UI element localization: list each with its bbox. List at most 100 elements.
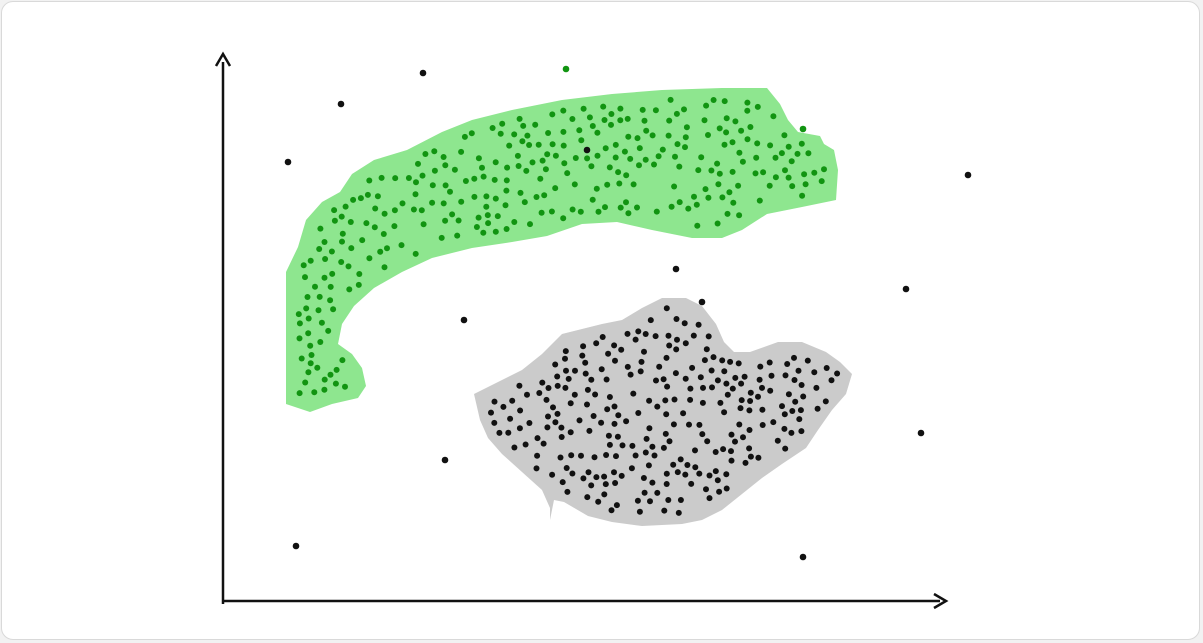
cluster-a-point	[736, 150, 742, 156]
cluster-a-point	[617, 106, 623, 112]
cluster-a-point	[602, 117, 608, 123]
cluster-b-point	[638, 368, 644, 374]
cluster-a-point	[441, 200, 447, 206]
cluster-a-point	[429, 200, 435, 206]
cluster-a-point	[339, 239, 345, 245]
cluster-a-point	[757, 198, 763, 204]
cluster-a-point	[442, 218, 448, 224]
cluster-a-point	[584, 155, 590, 161]
cluster-b-point	[654, 490, 660, 496]
cluster-b-point	[721, 368, 727, 374]
cluster-a-point	[297, 320, 303, 326]
cluster-b-point	[702, 357, 708, 363]
cluster-b-point	[585, 387, 591, 393]
cluster-a-point	[755, 104, 761, 110]
cluster-b-point	[568, 429, 574, 435]
cluster-a-point	[346, 286, 352, 292]
cluster-b-point	[605, 351, 611, 357]
cluster-a-point	[363, 220, 369, 226]
cluster-b-point	[746, 445, 752, 451]
cluster-a-point	[703, 186, 709, 192]
cluster-b-point	[592, 454, 598, 460]
cluster-a-point	[526, 142, 532, 148]
cluster-a-point	[338, 259, 344, 265]
cluster-b-point	[676, 510, 682, 516]
cluster-b-point	[674, 316, 680, 322]
cluster-a-point	[342, 384, 348, 390]
cluster-a-point	[400, 200, 406, 206]
cluster-b-point	[568, 400, 574, 406]
cluster-a-point	[328, 372, 334, 378]
cluster-a-point	[504, 226, 510, 232]
cluster-b-point	[593, 474, 599, 480]
cluster-a-point	[732, 118, 738, 124]
cluster-a-point	[443, 182, 449, 188]
cluster-a-point	[483, 204, 489, 210]
cluster-a-point	[570, 207, 576, 213]
cluster-a-point	[600, 104, 606, 110]
cluster-b-point	[604, 377, 610, 383]
cluster-b-point	[606, 433, 612, 439]
cluster-a-point	[325, 328, 331, 334]
cluster-b-point	[823, 398, 829, 404]
outlier-point	[699, 299, 706, 306]
cluster-b-point	[717, 400, 723, 406]
cluster-b-point	[572, 392, 578, 398]
cluster-b-point	[728, 448, 734, 454]
cluster-b-point	[696, 422, 702, 428]
cluster-b-point	[664, 481, 670, 487]
cluster-b-point	[729, 432, 735, 438]
cluster-b-point	[698, 374, 704, 380]
cluster-b-point	[663, 431, 669, 437]
cluster-b-point	[544, 424, 550, 430]
cluster-b-point	[673, 370, 679, 376]
cluster-b-point	[539, 380, 545, 386]
cluster-a-point	[627, 156, 633, 162]
cluster-b-point	[781, 426, 787, 432]
cluster-a-point	[317, 294, 323, 300]
cluster-b-point	[545, 414, 551, 420]
outlier-point	[285, 159, 292, 166]
cluster-b-point	[736, 422, 742, 428]
cluster-a-point	[651, 162, 657, 168]
cluster-b-point	[759, 407, 765, 413]
cluster-b-point	[635, 410, 641, 416]
cluster-a-point	[715, 181, 721, 187]
cluster-b-point	[612, 404, 618, 410]
cluster-b-point	[646, 398, 652, 404]
cluster-a-point	[676, 164, 682, 170]
cluster-b-point	[583, 371, 589, 377]
cluster-a-point	[334, 367, 340, 373]
cluster-a-point	[595, 153, 601, 159]
cluster-b-point	[646, 425, 652, 431]
cluster-b-point	[588, 482, 594, 488]
cluster-a-point	[819, 178, 825, 184]
cluster-a-point	[786, 144, 792, 150]
cluster-b-point	[641, 475, 647, 481]
cluster-a-point	[744, 100, 750, 106]
cluster-a-point	[399, 242, 405, 248]
cluster-a-point	[581, 106, 587, 112]
cluster-b-point	[755, 394, 761, 400]
cluster-a-point	[604, 182, 610, 188]
cluster-b-point	[719, 357, 725, 363]
cluster-b-point	[546, 385, 552, 391]
cluster-b-point	[653, 333, 659, 339]
cluster-b-point	[661, 376, 667, 382]
cluster-a-point	[781, 132, 787, 138]
cluster-b-point	[769, 373, 775, 379]
cluster-a-point	[441, 154, 447, 160]
cluster-b-point	[747, 398, 753, 404]
cluster-a-point	[339, 357, 345, 363]
cluster-b-point	[739, 397, 745, 403]
cluster-b-point	[586, 469, 592, 475]
cluster-b-point	[612, 480, 618, 486]
cluster-b-point	[743, 460, 749, 466]
cluster-a-point	[463, 178, 469, 184]
cluster-a-point	[452, 167, 458, 173]
cluster-a-point	[314, 365, 320, 371]
cluster-a-point	[708, 168, 714, 174]
cluster-b-point	[688, 481, 694, 487]
cluster-b-point	[534, 453, 540, 459]
